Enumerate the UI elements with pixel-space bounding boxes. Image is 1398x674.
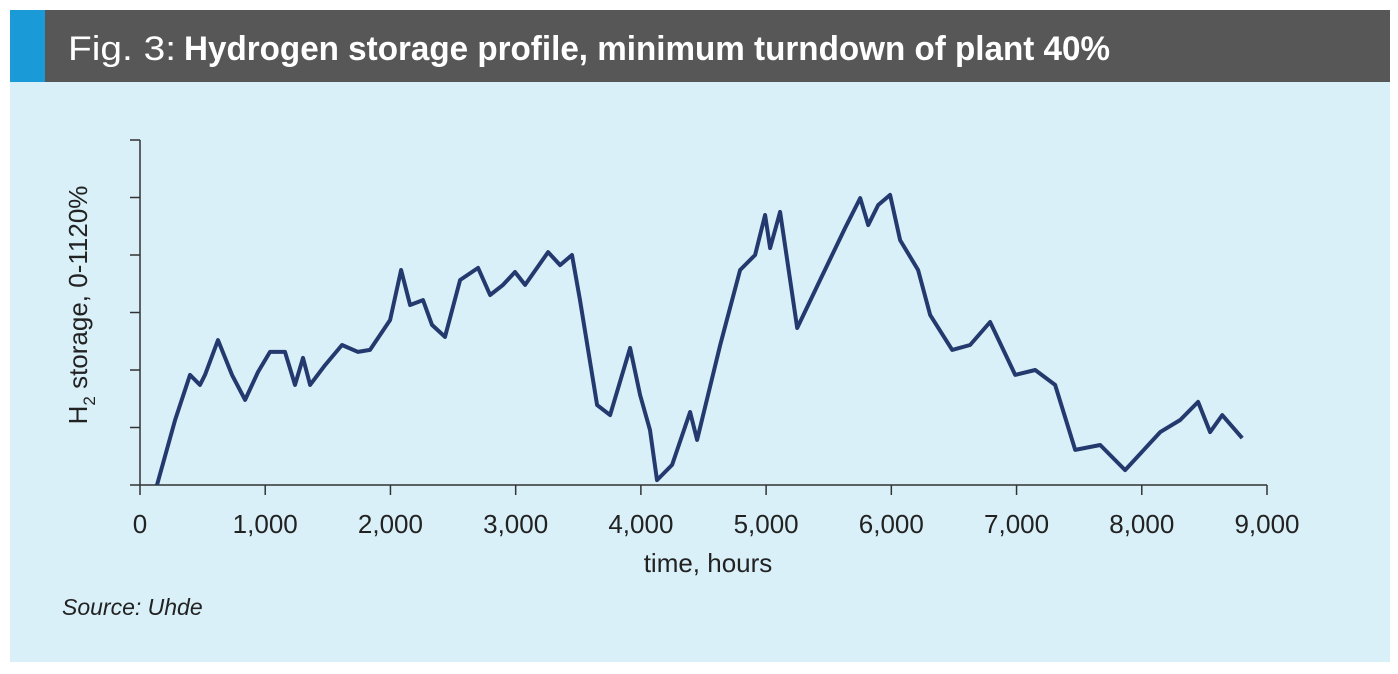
source-note: Source: Uhde xyxy=(62,594,203,620)
header-accent xyxy=(10,10,45,82)
x-tick-label: 0 xyxy=(133,509,147,539)
x-tick-label: 9,000 xyxy=(1234,509,1299,539)
header-bar xyxy=(10,10,1390,82)
y-label-part: storage, 0-1120% xyxy=(63,186,93,397)
x-tick-label: 7,000 xyxy=(984,509,1049,539)
y-label-subscript: 2 xyxy=(80,396,99,405)
y-label-part: H xyxy=(63,406,93,425)
chart-panel xyxy=(10,82,1390,662)
x-tick-label: 2,000 xyxy=(358,509,423,539)
x-axis-label: time, hours xyxy=(644,548,773,578)
x-tick-label: 1,000 xyxy=(233,509,298,539)
x-tick-label: 4,000 xyxy=(608,509,673,539)
y-axis-label: H2 storage, 0-1120% xyxy=(63,186,99,425)
figure-label: Fig. 3: xyxy=(68,30,176,68)
x-tick-label: 6,000 xyxy=(859,509,924,539)
chart-title: Hydrogen storage profile, minimum turndo… xyxy=(184,30,1110,68)
chart-title-row: Fig. 3: Hydrogen storage profile, minimum… xyxy=(68,30,1110,68)
x-tick-label: 5,000 xyxy=(734,509,799,539)
data-line xyxy=(155,192,1244,486)
x-tick-label: 8,000 xyxy=(1109,509,1174,539)
x-tick-label: 3,000 xyxy=(483,509,548,539)
